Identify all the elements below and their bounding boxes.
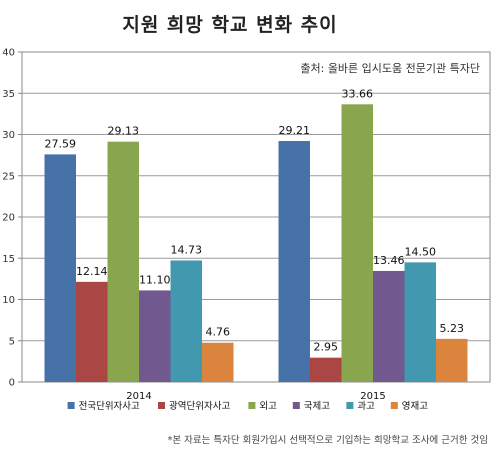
- y-tick-label: 25: [2, 171, 15, 182]
- legend-swatch: [67, 402, 75, 409]
- bar: [170, 260, 202, 382]
- bar: [202, 342, 234, 382]
- legend-swatch: [390, 402, 398, 409]
- data-label: 14.50: [405, 245, 437, 258]
- bar: [139, 290, 171, 382]
- bar: [278, 141, 310, 382]
- legend-swatch: [292, 402, 300, 409]
- bar: [107, 141, 139, 382]
- data-label: 13.46: [373, 254, 405, 267]
- legend-label: 영재고: [402, 401, 428, 412]
- data-label: 2.95: [314, 341, 339, 354]
- data-label: 29.21: [279, 124, 311, 137]
- bar: [76, 281, 108, 382]
- data-label: 11.10: [139, 273, 171, 286]
- y-tick-label: 15: [2, 254, 15, 265]
- legend-label: 전국단위자사고: [79, 400, 140, 412]
- legend-swatch: [248, 402, 256, 409]
- legend-label: 외고: [259, 400, 277, 412]
- bar: [341, 104, 373, 383]
- legend-swatch: [346, 402, 354, 409]
- x-tick-label: 2015: [360, 391, 385, 402]
- y-tick-label: 40: [2, 48, 15, 59]
- bar: [373, 270, 405, 382]
- y-tick-label: 0: [9, 378, 15, 389]
- y-tick-label: 10: [2, 295, 15, 306]
- bar: [310, 357, 342, 382]
- legend-label: 국제고: [304, 401, 330, 412]
- source-note: 출처: 올바른 입시도움 전문기관 특자단: [300, 62, 480, 75]
- x-tick-label: 2014: [126, 391, 151, 402]
- y-tick-label: 5: [9, 336, 15, 347]
- bar: [44, 154, 76, 382]
- data-label: 5.23: [440, 322, 465, 335]
- footnote: *본 자료는 특자단 회원가입시 선택적으로 기입하는 희망학교 조사에 근거한…: [167, 435, 488, 446]
- data-label: 27.59: [45, 137, 77, 150]
- chart-title: 지원 희망 학교 변화 추이: [122, 14, 338, 36]
- bar: [404, 262, 436, 382]
- data-label: 14.73: [171, 243, 203, 256]
- y-tick-label: 20: [2, 213, 15, 224]
- legend-label: 과고: [357, 401, 375, 412]
- data-label: 29.13: [108, 125, 140, 138]
- legend-swatch: [158, 402, 165, 409]
- legend-label: 광역단위자사고: [169, 400, 230, 412]
- y-tick-label: 30: [2, 130, 15, 141]
- y-tick-label: 35: [2, 89, 15, 100]
- bar: [436, 338, 468, 382]
- data-label: 12.14: [76, 265, 108, 278]
- data-label: 33.66: [342, 87, 374, 100]
- data-label: 4.76: [206, 326, 231, 339]
